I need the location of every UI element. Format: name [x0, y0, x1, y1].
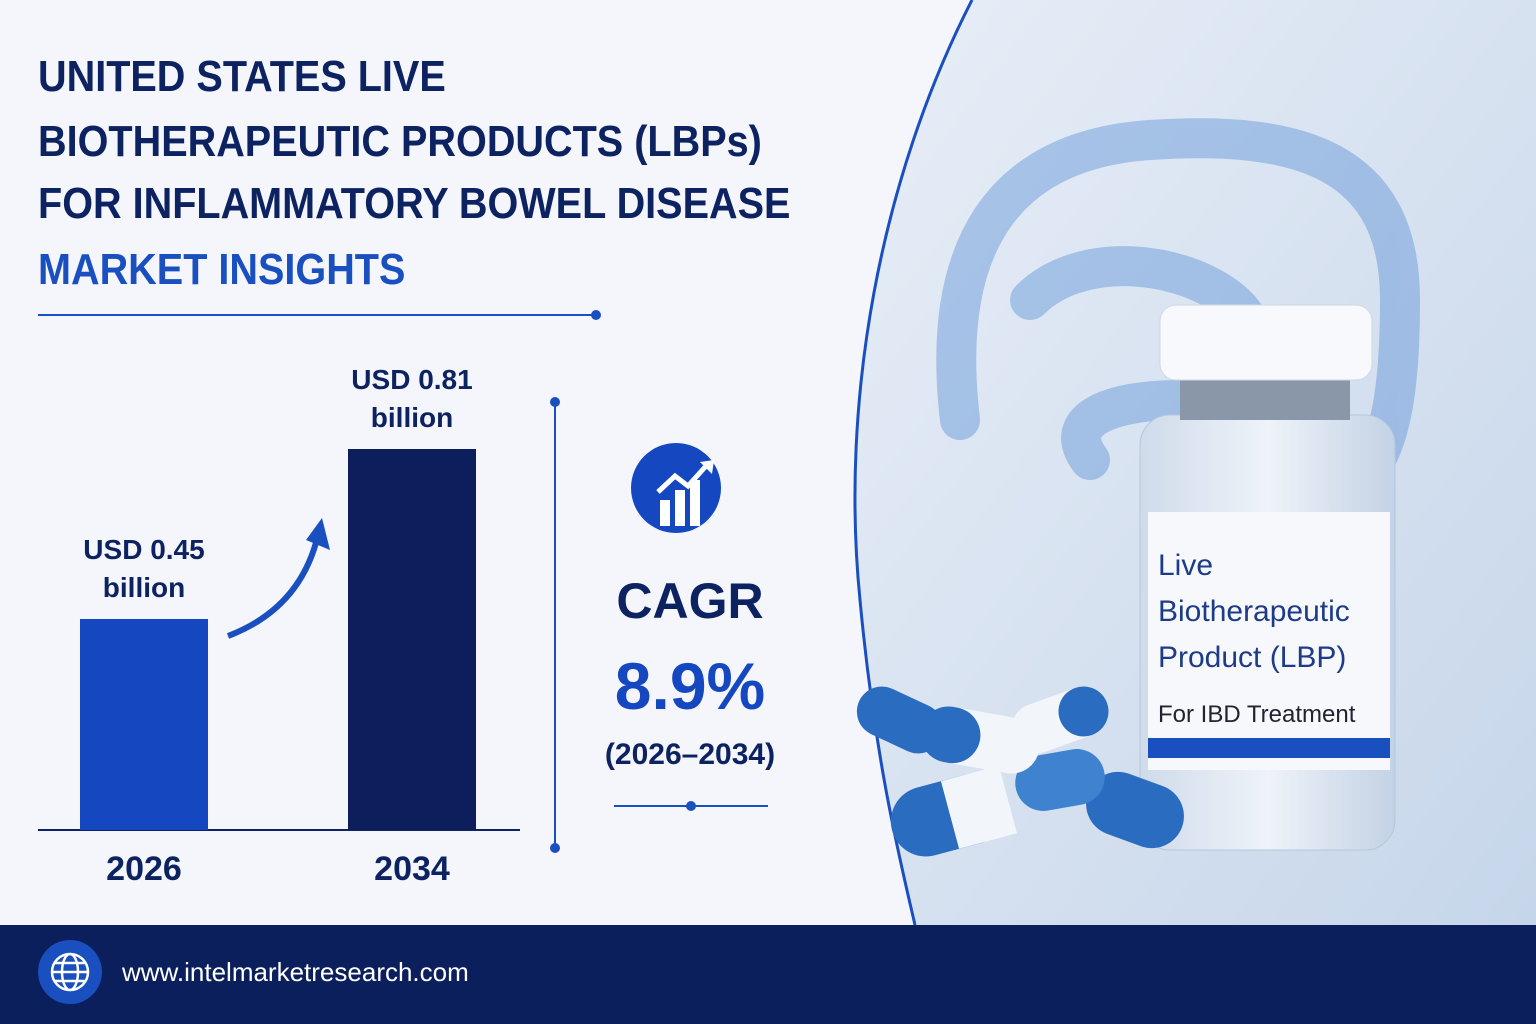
cagr-label: CAGR [616, 573, 764, 629]
bar [348, 449, 476, 830]
vial-use: For IBD Treatment [1158, 701, 1356, 728]
trend-icon-head [700, 460, 714, 474]
vial-label [1148, 512, 1390, 770]
vial-neck [1180, 375, 1350, 420]
footer-bar [0, 925, 1536, 1024]
vial-cap [1159, 304, 1373, 381]
title-line: UNITED STATES LIVE [38, 52, 446, 101]
cagr-value: 8.9% [614, 649, 766, 723]
rule-dot [686, 801, 696, 811]
x-tick-label: 2034 [374, 850, 450, 888]
trend-icon-bars [660, 480, 700, 526]
growth-arrowhead [306, 518, 330, 550]
bar [80, 618, 208, 830]
title-line: BIOTHERAPEUTIC PRODUCTS (LBPs) [38, 117, 762, 166]
trend-icon-line [656, 464, 708, 494]
globe-lines [50, 952, 90, 992]
value-label: USD 0.45 billion [83, 533, 205, 603]
subtitle: MARKET INSIGHTS [38, 245, 406, 294]
vial-name: Live Biotherapeutic Product (LBP) [1158, 549, 1350, 674]
title-line: FOR INFLAMMATORY BOWEL DISEASE [38, 179, 791, 228]
x-tick-label: 2026 [106, 850, 182, 888]
rule-dot [591, 310, 601, 320]
vial-stripe [1148, 738, 1390, 758]
divider-dot [550, 843, 560, 853]
growth-arrow [226, 534, 321, 639]
capsules [856, 686, 1184, 857]
cagr-period: (2026–2034) [604, 738, 776, 771]
value-label: USD 0.81 billion [351, 364, 473, 434]
divider-dot [550, 397, 560, 407]
footer-url[interactable]: www.intelmarketresearch.com [122, 957, 469, 987]
